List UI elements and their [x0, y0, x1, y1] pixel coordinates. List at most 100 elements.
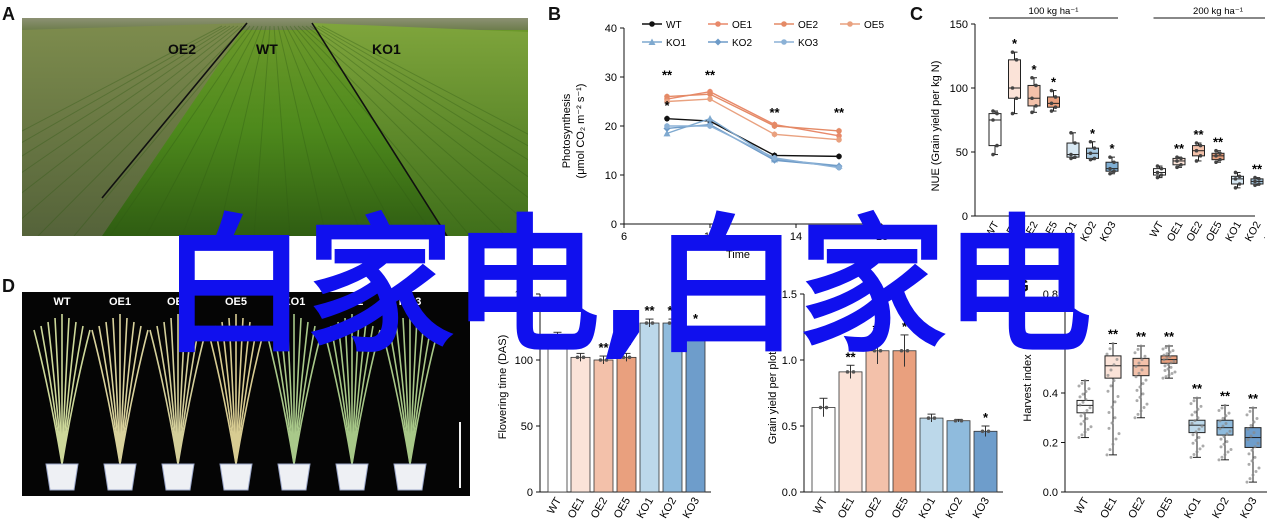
data-point: [1217, 409, 1221, 413]
field-row-line: [321, 25, 528, 135]
data-point: [1169, 361, 1173, 365]
legend-marker: [847, 21, 853, 27]
data-point: [836, 136, 842, 143]
x-tick-label: OE5: [612, 496, 633, 521]
data-point: [995, 143, 999, 148]
chart-legend: WT OE1 OE2 OE5 KO1 KO2 KO3: [642, 20, 884, 49]
data-point: [1167, 373, 1171, 377]
data-point: [663, 129, 671, 137]
significance-mark: **: [1136, 329, 1147, 344]
data-point: [1084, 398, 1088, 402]
data-point: [1237, 174, 1242, 179]
field-row-line: [281, 25, 363, 236]
significance-mark: *: [1012, 36, 1018, 51]
y-tick-label: 0.4: [1043, 388, 1058, 400]
data-point: [1195, 450, 1199, 454]
x-axis-label: Time: [726, 249, 750, 261]
data-point: [1085, 408, 1089, 412]
data-point: [1223, 403, 1227, 407]
data-point: [707, 96, 713, 102]
data-point: [1256, 441, 1260, 445]
data-point: [1221, 416, 1225, 420]
field-row-line: [22, 25, 223, 132]
legend-marker: [648, 38, 656, 45]
x-tick-label: OE1: [566, 496, 587, 521]
data-point: [1250, 448, 1254, 452]
data-point: [1155, 170, 1160, 175]
data-point: [1193, 419, 1197, 423]
data-point: [1162, 358, 1166, 362]
photo-label-right: KO1: [372, 41, 401, 57]
data-point: [650, 321, 655, 325]
panel-letter-b: B: [548, 4, 561, 24]
x-tick-label: OE5: [1204, 219, 1225, 243]
legend-label-ko3: KO3: [798, 38, 818, 49]
y-tick-label: 0.8: [1043, 289, 1058, 301]
data-point: [673, 321, 678, 325]
data-point: [1171, 349, 1175, 353]
legend-marker: [781, 39, 787, 45]
data-point: [1030, 96, 1034, 101]
data-point: [1170, 372, 1174, 376]
significance-mark: **: [845, 349, 856, 364]
data-point: [1105, 352, 1109, 356]
data-point: [1108, 155, 1112, 159]
data-point: [1087, 387, 1091, 391]
data-point: [1164, 375, 1168, 379]
y-axis-label: NUE (Grain yield per kg N): [930, 61, 942, 192]
data-point: [771, 123, 778, 129]
data-point: [1082, 419, 1086, 423]
data-point: [1199, 404, 1203, 408]
data-point: [1191, 441, 1195, 445]
data-point: [1083, 430, 1087, 434]
data-point: [1194, 438, 1198, 442]
y-tick-label: 0.5: [782, 421, 797, 433]
x-tick-label: OE5: [890, 496, 911, 521]
box: [1231, 175, 1244, 185]
plant-stem: [293, 329, 323, 465]
data-point: [1115, 357, 1119, 361]
data-point: [1229, 447, 1233, 451]
data-point: [604, 358, 609, 362]
x-tick-label: KO3: [971, 496, 992, 521]
significance-mark: *: [983, 410, 989, 425]
legend-marker: [781, 21, 787, 27]
y-tick-label: 0.6: [1043, 339, 1058, 351]
data-point: [1088, 139, 1093, 144]
data-point: [1078, 395, 1082, 399]
y-tick-label: 1.5: [782, 289, 797, 301]
data-point: [664, 115, 670, 122]
data-point: [1106, 389, 1110, 393]
field-row-line: [317, 25, 528, 147]
data-point: [878, 348, 883, 353]
data-point: [1073, 141, 1077, 145]
data-point: [1069, 131, 1073, 135]
data-point: [575, 355, 580, 360]
data-point: [1143, 354, 1147, 358]
data-point: [953, 418, 958, 423]
data-point: [1113, 416, 1117, 420]
data-point: [1137, 371, 1141, 375]
data-point: [1192, 453, 1196, 457]
data-point: [1010, 86, 1015, 90]
field-row-line: [273, 25, 291, 236]
data-point: [1081, 392, 1085, 396]
y-tick-label: 150: [515, 289, 533, 301]
series-line-oe2: [666, 93, 840, 132]
significance-mark: **: [662, 67, 673, 82]
data-point: [1246, 427, 1250, 431]
data-point: [1164, 346, 1168, 350]
data-point: [1077, 436, 1081, 440]
data-point: [1179, 156, 1183, 161]
field-row-line: [285, 25, 399, 236]
data-point: [1086, 427, 1090, 431]
data-point: [1201, 444, 1205, 448]
data-point: [1084, 389, 1088, 393]
data-point: [1134, 364, 1138, 368]
x-tick-label: KO3: [1238, 496, 1259, 521]
data-point: [1089, 425, 1093, 429]
data-point: [664, 98, 670, 105]
data-point: [1073, 155, 1077, 159]
panel-letter-c: C: [910, 4, 923, 24]
data-point: [899, 348, 904, 353]
